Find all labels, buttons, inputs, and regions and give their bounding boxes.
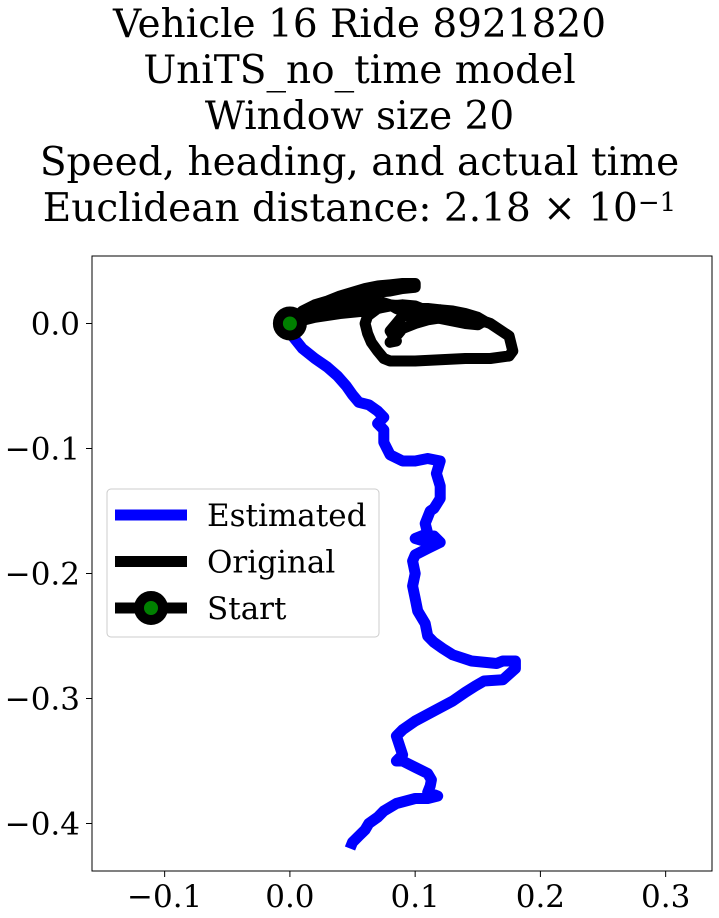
legend-label-start: Start [207, 591, 287, 627]
title-distance-text: Euclidean distance: 2.18 × 10 [42, 186, 638, 231]
x-tick-label: 0.2 [516, 879, 565, 915]
x-tick-label: 0.0 [265, 879, 314, 915]
y-tick-label: −0.2 [5, 557, 80, 593]
title-line-4: Speed, heading, and actual time [39, 140, 680, 185]
title-distance-exponent: −1 [637, 188, 677, 218]
ticks-layer: −0.1 0.0 0.1 0.2 0.3 0.0 −0.1 −0.2 −0.3 −0.4 [5, 307, 691, 916]
y-tick-label: −0.1 [5, 432, 80, 468]
x-tick-label: −0.1 [127, 879, 202, 915]
marker-layer [272, 306, 307, 341]
y-tick-label: −0.4 [5, 807, 80, 843]
axes-frame [91, 255, 713, 872]
legend-box [106, 488, 380, 638]
legend-label-estimated: Estimated [207, 498, 366, 534]
legend-start-marker [134, 591, 168, 625]
y-tick-label: −0.3 [5, 682, 80, 718]
series-layer [284, 278, 521, 851]
x-tick-label: 0.1 [390, 879, 439, 915]
title-line-3: Window size 20 [204, 94, 515, 139]
title-line-2: UniTS_no_time model [143, 48, 576, 93]
title-line-1: Vehicle 16 Ride 8921820 [112, 2, 607, 47]
series-estimated-line [284, 322, 521, 851]
y-tick-label: 0.0 [31, 307, 80, 343]
legend-label-original: Original [207, 545, 335, 581]
x-tick-label: 0.3 [641, 879, 690, 915]
series-original-line [284, 278, 519, 367]
legend: Estimated Original Start [106, 488, 380, 638]
chart-title: Vehicle 16 Ride 8921820 UniTS_no_time mo… [0, 2, 719, 232]
title-line-5: Euclidean distance: 2.18 × 10−1 [0, 186, 719, 232]
start-marker [272, 306, 307, 341]
